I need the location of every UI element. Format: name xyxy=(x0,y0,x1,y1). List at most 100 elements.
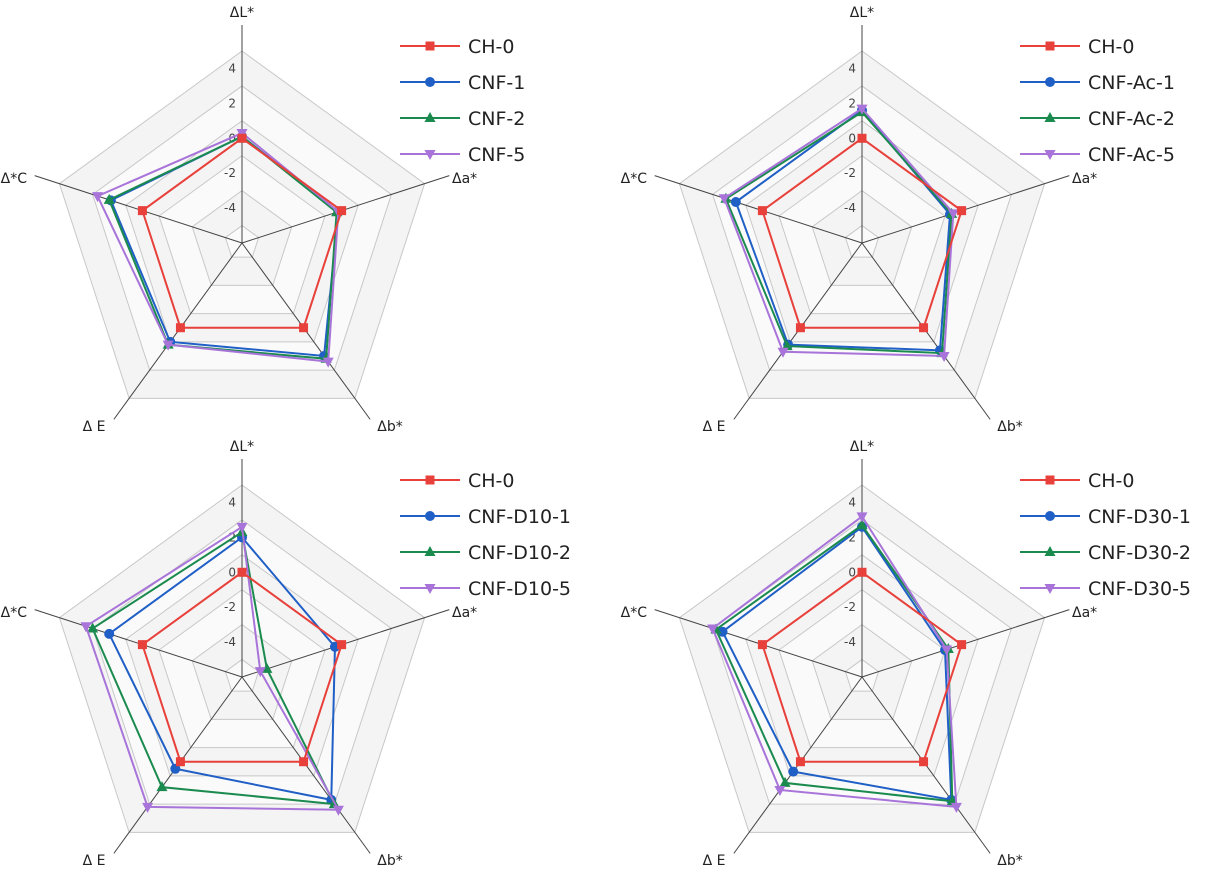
data-point xyxy=(795,757,805,767)
legend-marker xyxy=(425,41,435,51)
legend-marker xyxy=(1045,41,1055,51)
axis-label: Δ E xyxy=(83,419,106,434)
axis-label: Δb* xyxy=(997,419,1022,434)
data-point xyxy=(175,757,185,767)
legend-marker xyxy=(1044,584,1056,594)
legend-entry: CNF-D10-5 xyxy=(400,578,571,600)
data-point xyxy=(104,628,115,639)
legend-label: CH-0 xyxy=(468,470,515,492)
series-line xyxy=(141,571,343,763)
legend-label: CNF-Ac-2 xyxy=(1088,108,1175,130)
data-point xyxy=(856,104,868,115)
series-line xyxy=(721,525,953,802)
legend-marker xyxy=(424,112,436,122)
tick-label: 0 xyxy=(228,565,236,579)
data-point xyxy=(299,757,309,767)
data-point xyxy=(170,763,181,774)
data-point xyxy=(757,640,767,650)
axis-label: Δ E xyxy=(83,853,106,868)
axis-label: Δa* xyxy=(1072,171,1097,187)
data-point xyxy=(957,206,967,216)
data-point xyxy=(957,640,967,650)
tick-label: 0 xyxy=(848,131,856,145)
tick-label: -2 xyxy=(224,166,236,180)
series-line xyxy=(141,137,343,329)
data-point xyxy=(774,785,786,796)
axis-label: Δb* xyxy=(377,853,402,868)
data-point xyxy=(946,795,958,806)
tick-label: -2 xyxy=(844,600,856,614)
data-point xyxy=(322,357,334,368)
legend-label: CNF-D30-5 xyxy=(1088,578,1191,600)
tick-label: -4 xyxy=(844,201,856,215)
series-CH-0 xyxy=(757,133,967,333)
data-point xyxy=(332,805,344,816)
data-point xyxy=(941,645,953,656)
legend-entry: CH-0 xyxy=(1020,470,1135,492)
legend-entry: CH-0 xyxy=(400,470,515,492)
legend-label: CNF-D30-2 xyxy=(1088,542,1191,564)
legend-marker xyxy=(1045,77,1055,87)
legend-marker xyxy=(425,511,435,521)
radar-panel-2: 4 2 0 -2 -4 ΔL* Δa* Δb* Δ E Δ*C CH-0 CNF-Ac-1 CNF-Ac… xyxy=(620,0,1210,434)
axis-label: Δ*C xyxy=(621,605,648,621)
series-CNF-D30-5 xyxy=(707,512,962,813)
legend-entry: CNF-D30-2 xyxy=(1020,542,1191,564)
tick-label: -4 xyxy=(224,635,236,649)
data-point xyxy=(337,640,347,650)
legend-entry: CH-0 xyxy=(1020,36,1135,58)
data-point xyxy=(237,133,247,143)
legend-label: CH-0 xyxy=(468,36,515,58)
legend-marker xyxy=(424,584,436,594)
data-point xyxy=(162,340,174,351)
tick-label: -4 xyxy=(224,201,236,215)
legend-marker xyxy=(1045,511,1055,521)
data-point xyxy=(857,133,867,143)
series-CH-0 xyxy=(137,133,347,333)
series-line xyxy=(724,110,953,355)
series-CH-0 xyxy=(757,567,967,767)
legend-entry: CH-0 xyxy=(400,36,515,58)
data-point xyxy=(707,624,719,635)
radar-chart-svg: 420-2-4ΔL*Δa*Δb*Δ EΔ*CCH-0CNF-1CNF-2CNF-… xyxy=(1,5,526,434)
data-point xyxy=(236,522,248,533)
data-point xyxy=(103,193,115,204)
axis-label: Δ*C xyxy=(1,171,28,187)
data-point xyxy=(156,781,168,792)
data-point xyxy=(950,802,962,813)
legend-entry: CNF-2 xyxy=(400,108,525,130)
radar-chart-svg: 420-2-4ΔL*Δa*Δb*Δ EΔ*CCH-0CNF-D10-1CNF-D… xyxy=(1,439,571,868)
axis-label: Δ E xyxy=(703,853,726,868)
legend-marker xyxy=(1044,150,1056,160)
data-point xyxy=(337,206,347,216)
tick-label: -2 xyxy=(844,166,856,180)
series-line xyxy=(96,131,340,363)
legend-entry: CNF-1 xyxy=(400,72,525,94)
axis-label: ΔL* xyxy=(230,5,254,21)
legend-label: CNF-1 xyxy=(468,72,525,94)
series-line xyxy=(761,137,963,329)
series-CNF-Ac-5 xyxy=(718,104,959,362)
legend-entry: CNF-5 xyxy=(400,144,525,166)
legend-label: CNF-D10-1 xyxy=(468,506,571,528)
data-point xyxy=(919,757,929,767)
data-point xyxy=(87,622,99,633)
tick-label: 4 xyxy=(228,61,236,75)
legend-label: CH-0 xyxy=(1088,36,1135,58)
tick-label: 0 xyxy=(848,565,856,579)
legend-label: CNF-D30-1 xyxy=(1088,506,1191,528)
data-point xyxy=(254,667,266,678)
series-line xyxy=(722,107,955,357)
legend-entry: CNF-Ac-2 xyxy=(1020,108,1175,130)
legend-entry: CNF-Ac-5 xyxy=(1020,144,1175,166)
tick-label: 2 xyxy=(848,96,856,110)
data-point xyxy=(938,351,950,362)
radar-panel-4: 4 2 0 -2 -4 ΔL* Δa* Δb* Δ E Δ*C CH-0 CNF-D30-1 CNF-D… xyxy=(620,434,1210,868)
legend-label: CNF-D10-2 xyxy=(468,542,571,564)
tick-label: 2 xyxy=(848,530,856,544)
data-point xyxy=(237,567,247,577)
legend-label: CNF-D10-5 xyxy=(468,578,571,600)
legend-entry: CNF-D10-1 xyxy=(400,506,571,528)
series-line xyxy=(761,571,963,763)
